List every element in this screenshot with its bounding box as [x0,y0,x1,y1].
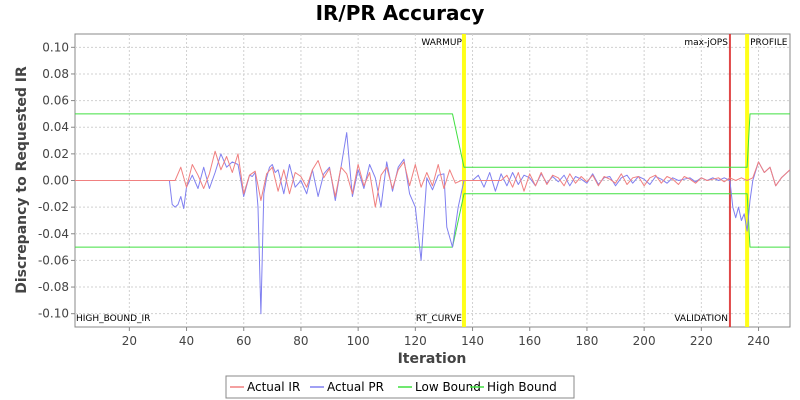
series-line-low-bound [75,193,790,248]
series-lines [75,113,791,315]
x-tick-label: 20 [122,334,137,348]
y-tick-label: 0.02 [42,147,69,161]
phase-marker-label-top: PROFILE [750,38,788,48]
x-tick-label: 60 [236,334,251,348]
legend-entry-label: High Bound [487,380,557,394]
x-axis-label: Iteration [398,351,467,367]
x-tick-label: 160 [518,334,541,348]
x-tick-label: 120 [404,334,427,348]
x-tick-label: 80 [293,334,308,348]
y-tick-label: 0.10 [42,40,69,54]
legend-entry-label: Actual PR [327,380,384,394]
phase-marker-label-bottom: HIGH_BOUND_IR [76,314,150,324]
y-tick-label: -0.02 [38,200,69,214]
y-tick-label: -0.04 [38,227,69,241]
chart-title: IR/PR Accuracy [316,1,485,25]
series-line-actual-ir [75,150,791,208]
y-tick-label: 0.06 [42,94,69,108]
y-tick-label: 0.00 [42,174,69,188]
y-tick-label: 0.04 [42,120,69,134]
x-tick-label: 220 [690,334,713,348]
y-tick-label: 0.08 [42,67,69,81]
y-tick-label: -0.10 [38,307,69,321]
y-tick-label: -0.08 [38,280,69,294]
x-tick-label: 240 [747,334,770,348]
x-tick-label: 180 [575,334,598,348]
series-line-high-bound [75,113,790,168]
y-axis-label: Discrepancy to Requested IR [14,66,30,294]
x-tick-label: 100 [347,334,370,348]
y-axis-ticks: -0.10 -0.08 -0.06 -0.04 -0.02 0.00 0.02 0.04 0.0… [38,40,75,321]
phase-marker-label-bottom: RT_CURVE [416,314,462,324]
x-tick-label: 140 [461,334,484,348]
x-tick-label: 200 [633,334,656,348]
gridlines [75,34,790,327]
phase-marker-label-bottom: VALIDATION [674,314,728,324]
legend-entry-label: Low Bound [415,380,481,394]
phase-marker-label-top: WARMUP [421,38,462,48]
phase-marker-label-top: max-jOPS [684,38,728,48]
legend: Actual IR Actual PR Low Bound High Bound [225,375,575,399]
x-tick-label: 40 [179,334,194,348]
x-axis-ticks: 20 40 60 80 100 120 140 160 180 200 220 240 [122,327,770,348]
y-tick-label: -0.06 [38,253,69,267]
legend-entry-label: Actual IR [247,380,300,394]
